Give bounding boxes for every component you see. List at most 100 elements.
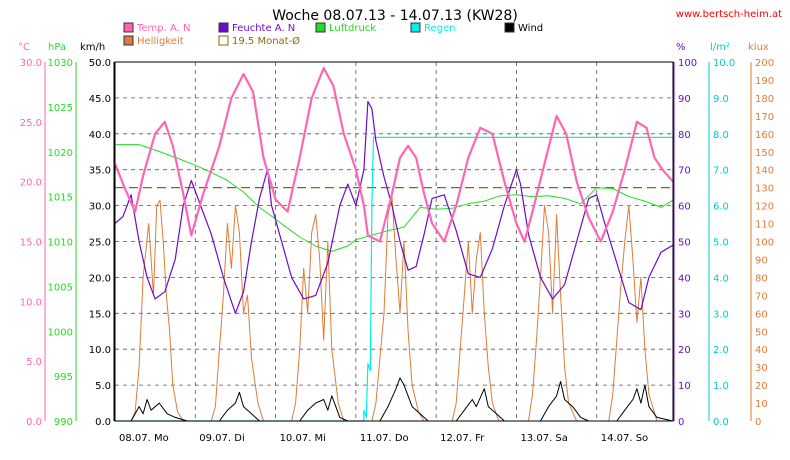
legend-label-humidity: Feuchte A. N [232,23,295,34]
klux-tick-label: 70 [755,291,768,302]
kmh-tick-label: 50.0 [89,58,111,69]
hpa-tick-label: 995 [54,372,73,383]
celsius-tick-label: 5.0 [26,357,42,368]
series-line-helligkeit [115,196,673,422]
celsius-unit: °C [18,42,30,53]
axes: 08.07. Mo 09.07. Di 10.07. Mi 11.07. Do 12.0… [20,58,774,444]
kmh-tick-label: 40.0 [89,130,111,141]
percent-tick-label: 90 [678,94,691,105]
rain-tick-label: 6.0 [713,202,729,213]
percent-tick-label: 60 [678,202,691,213]
legend-swatch-humidity [218,22,229,33]
celsius-tick-label: 10.0 [20,297,42,308]
percent-tick-label: 100 [678,58,697,69]
kmh-tick-label: 45.0 [89,94,111,105]
rain-unit: l/m² [710,42,730,53]
klux-tick-label: 130 [755,184,774,195]
legend-swatch-wind [504,22,515,33]
percent-tick-label: 80 [678,130,691,141]
klux-tick-label: 40 [755,345,768,356]
kmh-tick-label: 5.0 [95,381,111,392]
hpa-tick-label: 1010 [48,238,73,249]
klux-tick-label: 60 [755,309,768,320]
kmh-tick-label: 15.0 [89,309,111,320]
kmh-unit: km/h [80,42,105,53]
kmh-tick-label: 10.0 [89,345,111,356]
rain-tick-label: 0.0 [713,417,729,428]
klux-tick-label: 190 [755,76,774,87]
rain-tick-label: 1.0 [713,381,729,392]
series-line-regen [115,136,673,422]
klux-tick-label: 10 [755,399,768,410]
rain-tick-label: 10.0 [713,58,735,69]
percent-tick-label: 0 [678,417,684,428]
chart-title: Woche 08.07.13 - 14.07.13 (KW28) [272,8,518,24]
kmh-tick-label: 30.0 [89,202,111,213]
klux-tick-label: 30 [755,363,768,374]
series-line-feuchte-a-n [114,100,674,314]
x-tick-label: 10.07. Mi [280,433,326,444]
x-tick-label: 14.07. So [601,433,648,444]
celsius-tick-label: 15.0 [20,238,42,249]
x-tick-label: 08.07. Mo [119,433,169,444]
kmh-tick-label: 25.0 [89,238,111,249]
percent-tick-label: 30 [678,309,691,320]
legend-label-temp: Temp. A. N [136,23,191,34]
klux-tick-label: 160 [755,130,774,141]
legend-label-brightness: Helligkeit [137,36,184,47]
percent-tick-label: 40 [678,273,691,284]
klux-unit: klux [748,42,769,53]
hpa-tick-label: 1000 [48,327,73,338]
percent-tick-label: 20 [678,345,691,356]
hpa-tick-label: 1005 [48,282,73,293]
klux-tick-label: 150 [755,148,774,159]
legend-swatch-temp [123,22,134,33]
celsius-tick-label: 0.0 [26,417,42,428]
hpa-unit: hPa [48,42,66,53]
x-tick-label: 13.07. Sa [520,433,567,444]
percent-tick-label: 10 [678,381,691,392]
percent-tick-label: 70 [678,166,691,177]
klux-tick-label: 120 [755,202,774,213]
hpa-tick-label: 1025 [48,103,73,114]
legend-label-wind: Wind [518,23,543,34]
plot-frame [114,61,674,422]
grid [115,62,673,421]
klux-tick-label: 140 [755,166,774,177]
legend-swatch-avg [218,35,229,46]
klux-tick-label: 110 [755,220,774,231]
legend-label-avg: 19.5 Monat-Ø [232,35,300,47]
rain-tick-label: 4.0 [713,273,729,284]
celsius-tick-label: 20.0 [20,178,42,189]
site-url: www.bertsch-heim.at [676,9,782,20]
legend: Temp. A. N Feuchte A. N Luftdruck Regen Wind… [123,22,543,47]
series-line-wind [115,377,674,422]
klux-tick-label: 50 [755,327,768,338]
percent-unit: % [676,42,686,53]
klux-tick-label: 170 [755,112,774,123]
rain-tick-label: 9.0 [713,94,729,105]
legend-label-rain: Regen [424,23,456,34]
hpa-tick-label: 1030 [48,58,73,69]
legend-label-pressure: Luftdruck [329,23,376,34]
klux-tick-label: 180 [755,94,774,105]
klux-tick-label: 0 [755,417,761,428]
kmh-tick-label: 20.0 [89,273,111,284]
series-line-temp-a-n [113,66,674,243]
x-tick-label: 11.07. Do [360,433,409,444]
x-tick-label: 09.07. Di [199,433,244,444]
percent-tick-label: 50 [678,238,691,249]
legend-swatch-brightness [123,35,134,46]
klux-tick-label: 80 [755,273,768,284]
legend-swatch-pressure [315,22,326,33]
celsius-tick-label: 25.0 [20,118,42,129]
klux-tick-label: 200 [755,58,774,69]
klux-tick-label: 20 [755,381,768,392]
kmh-tick-label: 0.0 [95,417,111,428]
rain-tick-label: 5.0 [713,238,729,249]
kmh-tick-label: 35.0 [89,166,111,177]
rain-tick-label: 2.0 [713,345,729,356]
hpa-tick-label: 1015 [48,193,73,204]
